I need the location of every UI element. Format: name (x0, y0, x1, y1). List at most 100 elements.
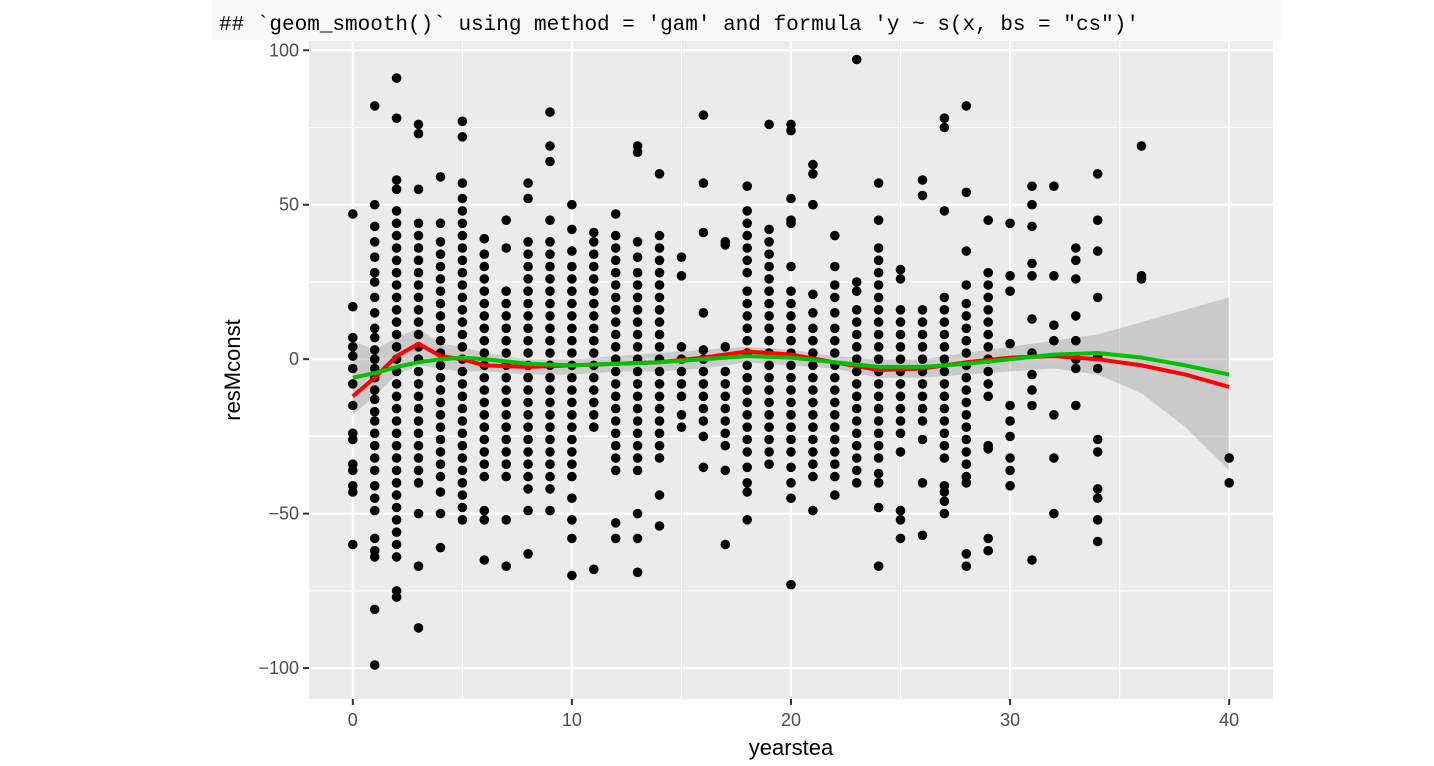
data-point (479, 233, 490, 244)
data-point (589, 227, 599, 238)
data-point (610, 292, 621, 303)
data-point (479, 261, 490, 272)
data-point (830, 372, 840, 383)
data-point (610, 391, 621, 402)
data-point (1005, 465, 1015, 476)
data-point (1005, 271, 1015, 281)
data-point (369, 323, 380, 334)
data-point (698, 403, 709, 414)
data-point (413, 561, 424, 571)
data-point (873, 379, 884, 389)
data-point (698, 379, 709, 389)
data-point (764, 360, 774, 371)
data-point (523, 385, 533, 395)
data-point (961, 280, 972, 290)
data-point (939, 508, 950, 519)
data-point (654, 379, 665, 389)
data-point (348, 465, 358, 476)
data-point (742, 478, 752, 488)
data-point (567, 447, 577, 457)
data-point (413, 391, 424, 402)
data-point (479, 286, 490, 297)
data-point (983, 342, 993, 352)
data-point (501, 243, 512, 253)
data-point (479, 311, 490, 321)
data-point (808, 447, 818, 457)
data-point (501, 215, 512, 225)
data-point (391, 206, 402, 216)
data-point (742, 422, 752, 433)
data-point (939, 403, 950, 414)
data-point (1049, 508, 1059, 519)
data-point (632, 292, 643, 303)
data-point (413, 416, 424, 426)
data-point (610, 209, 621, 219)
data-point (764, 323, 774, 334)
data-point (961, 298, 972, 309)
data-point (523, 434, 533, 445)
data-point (567, 459, 577, 470)
data-point (369, 406, 380, 417)
data-point (983, 292, 993, 303)
data-point (413, 267, 424, 278)
data-point (1071, 243, 1081, 253)
data-point (961, 101, 972, 111)
data-point (1092, 515, 1103, 525)
data-point (610, 533, 621, 544)
data-point (369, 465, 380, 476)
data-point (610, 440, 621, 451)
data-point (720, 240, 731, 250)
data-point (742, 255, 752, 266)
data-point (369, 453, 380, 463)
data-point (808, 199, 818, 210)
data-point (369, 493, 380, 504)
data-point (873, 280, 884, 290)
data-point (808, 169, 818, 179)
data-point (479, 434, 490, 445)
data-point (742, 360, 752, 371)
data-point (589, 348, 599, 358)
data-point (939, 122, 950, 133)
data-point (873, 354, 884, 365)
data-point (501, 561, 512, 571)
data-point (545, 249, 555, 259)
x-tick-label: 30 (1000, 710, 1020, 730)
data-point (654, 453, 665, 463)
data-point (545, 422, 555, 433)
data-point (567, 533, 577, 544)
data-point (545, 410, 555, 420)
data-point (369, 481, 380, 491)
data-point (457, 502, 468, 513)
data-point (983, 379, 993, 389)
data-point (523, 335, 533, 346)
data-point (479, 385, 490, 395)
data-point (917, 354, 928, 365)
data-point (523, 410, 533, 420)
data-point (435, 542, 446, 553)
data-point (873, 561, 884, 571)
data-point (501, 298, 512, 309)
data-point (391, 539, 402, 550)
data-point (567, 515, 577, 525)
data-point (764, 119, 774, 130)
data-point (1027, 385, 1037, 395)
data-point (391, 465, 402, 476)
data-point (632, 366, 643, 377)
data-point (654, 243, 665, 253)
data-point (567, 397, 577, 408)
data-point (742, 323, 752, 334)
data-point (764, 422, 774, 433)
data-point (786, 218, 796, 229)
data-point (435, 274, 446, 284)
data-point (435, 422, 446, 433)
data-point (654, 521, 665, 531)
data-point (369, 533, 380, 544)
data-point (939, 416, 950, 426)
data-point (413, 478, 424, 488)
data-point (391, 416, 402, 426)
data-point (851, 440, 862, 451)
data-point (567, 434, 577, 445)
data-point (391, 329, 402, 340)
data-point (654, 280, 665, 290)
data-point (742, 230, 752, 241)
